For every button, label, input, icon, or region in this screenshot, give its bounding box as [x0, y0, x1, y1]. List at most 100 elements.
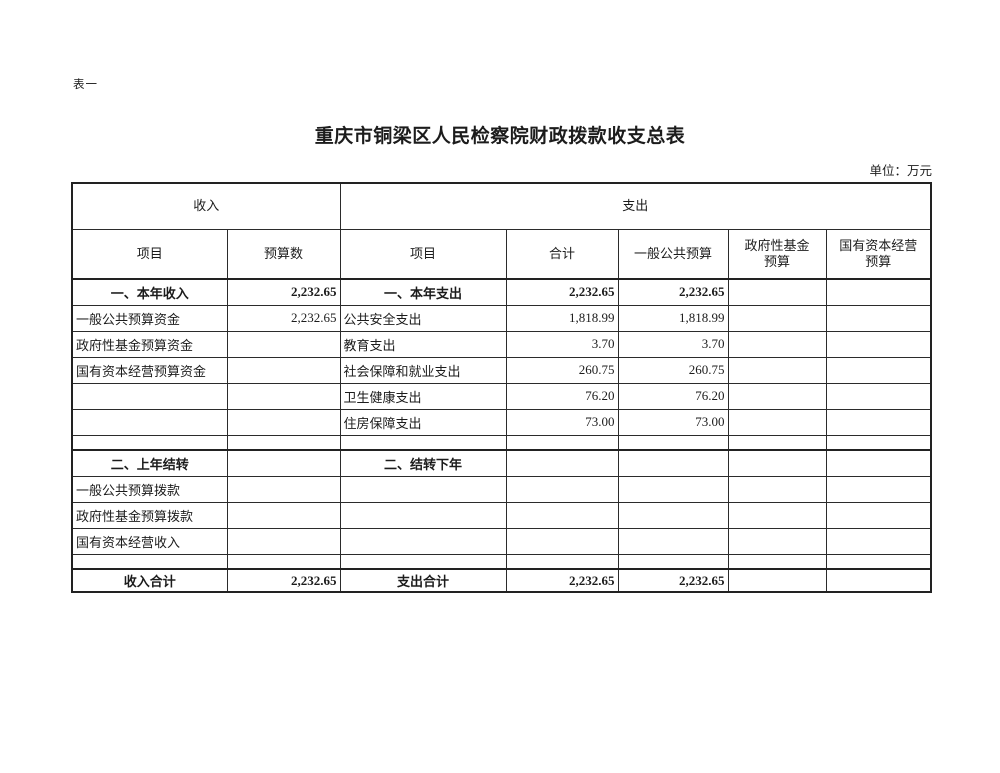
value-cell: 3.70 [505, 330, 619, 358]
value-cell: 2,232.65 [505, 278, 619, 306]
value-cell [825, 568, 932, 593]
value-cell [617, 553, 729, 570]
column-header-total: 合计 [505, 228, 619, 280]
value-cell [825, 408, 932, 436]
item-cell [339, 527, 507, 555]
table-row: 国有资本经营收入 [71, 527, 932, 555]
value-cell [825, 434, 932, 451]
value-cell [727, 501, 827, 529]
item-cell: 卫生健康支出 [339, 382, 507, 410]
value-cell [825, 475, 932, 503]
value-cell [727, 527, 827, 555]
value-cell: 2,232.65 [617, 278, 729, 306]
column-header-general-public-budget: 一般公共预算 [617, 228, 729, 280]
value-cell [825, 553, 932, 570]
item-cell: 一般公共预算资金 [71, 304, 228, 332]
budget-table-body: 一、本年收入 2,232.65 一、本年支出 2,232.65 2,232.65 一般公共… [71, 278, 932, 593]
value-cell [505, 434, 619, 451]
item-cell: 一、本年支出 [339, 278, 507, 306]
value-cell: 73.00 [505, 408, 619, 436]
item-cell [71, 553, 228, 570]
value-cell [825, 304, 932, 332]
item-cell: 收入合计 [71, 568, 228, 593]
value-cell [727, 568, 827, 593]
item-cell: 教育支出 [339, 330, 507, 358]
value-cell [825, 527, 932, 555]
column-header-income-item: 项目 [71, 228, 228, 280]
value-cell [226, 408, 341, 436]
item-cell: 国有资本经营收入 [71, 527, 228, 555]
value-cell [727, 382, 827, 410]
value-cell [505, 475, 619, 503]
value-cell [727, 475, 827, 503]
value-cell [617, 527, 729, 555]
value-cell [617, 501, 729, 529]
value-cell [505, 553, 619, 570]
value-cell [505, 501, 619, 529]
item-cell [71, 434, 228, 451]
value-cell: 260.75 [617, 356, 729, 384]
value-cell [727, 408, 827, 436]
value-cell [727, 434, 827, 451]
value-cell [727, 356, 827, 384]
table-row: 二、上年结转 二、结转下年 [71, 449, 932, 477]
value-cell [617, 449, 729, 477]
table-row: 国有资本经营预算资金 社会保障和就业支出 260.75 260.75 [71, 356, 932, 384]
value-cell [825, 501, 932, 529]
value-cell [727, 553, 827, 570]
value-cell [825, 356, 932, 384]
table-row: 住房保障支出 73.00 73.00 [71, 408, 932, 436]
value-cell: 2,232.65 [617, 568, 729, 593]
table-row: 卫生健康支出 76.20 76.20 [71, 382, 932, 410]
table-row: 一、本年收入 2,232.65 一、本年支出 2,232.65 2,232.65 [71, 278, 932, 306]
item-cell: 一、本年收入 [71, 278, 228, 306]
spacer-row [71, 434, 932, 451]
item-cell: 二、上年结转 [71, 449, 228, 477]
column-header-state-capital-budget: 国有资本经营 预算 [825, 228, 932, 280]
column-header-govt-fund-budget: 政府性基金 预算 [727, 228, 827, 280]
item-cell [339, 553, 507, 570]
value-cell [825, 449, 932, 477]
value-cell [226, 501, 341, 529]
page-title: 重庆市铜梁区人民检察院财政拨款收支总表 [314, 126, 686, 147]
value-cell [617, 475, 729, 503]
value-cell [226, 382, 341, 410]
spacer-row [71, 553, 932, 570]
value-cell [825, 382, 932, 410]
value-cell: 73.00 [617, 408, 729, 436]
group-header-row: 收入 支出 [71, 182, 932, 230]
value-cell: 2,232.65 [505, 568, 619, 593]
unit-note: 单位：万元 [869, 164, 932, 178]
value-cell: 2,232.65 [226, 278, 341, 306]
item-cell: 二、结转下年 [339, 449, 507, 477]
expenditure-group-header: 支出 [339, 182, 932, 230]
income-group-header: 收入 [71, 182, 341, 230]
value-cell [226, 434, 341, 451]
value-cell [727, 304, 827, 332]
item-cell [71, 382, 228, 410]
item-cell: 公共安全支出 [339, 304, 507, 332]
value-cell [505, 527, 619, 555]
value-cell: 2,232.65 [226, 568, 341, 593]
item-cell [339, 434, 507, 451]
value-cell [226, 475, 341, 503]
table-row: 一般公共预算资金 2,232.65 公共安全支出 1,818.99 1,818.99 [71, 304, 932, 332]
value-cell [617, 434, 729, 451]
value-cell [727, 330, 827, 358]
value-cell [226, 356, 341, 384]
table-row: 政府性基金预算资金 教育支出 3.70 3.70 [71, 330, 932, 358]
value-cell: 76.20 [617, 382, 729, 410]
value-cell: 2,232.65 [226, 304, 341, 332]
value-cell [226, 330, 341, 358]
value-cell [226, 527, 341, 555]
column-header-row: 项目 预算数 项目 合计 一般公共预算 政府性基金 预算 国有资本经营 预算 [71, 228, 932, 280]
value-cell [727, 449, 827, 477]
item-cell [339, 475, 507, 503]
value-cell [226, 553, 341, 570]
item-cell: 社会保障和就业支出 [339, 356, 507, 384]
value-cell: 3.70 [617, 330, 729, 358]
value-cell [505, 449, 619, 477]
value-cell [727, 278, 827, 306]
table-row: 一般公共预算拨款 [71, 475, 932, 503]
